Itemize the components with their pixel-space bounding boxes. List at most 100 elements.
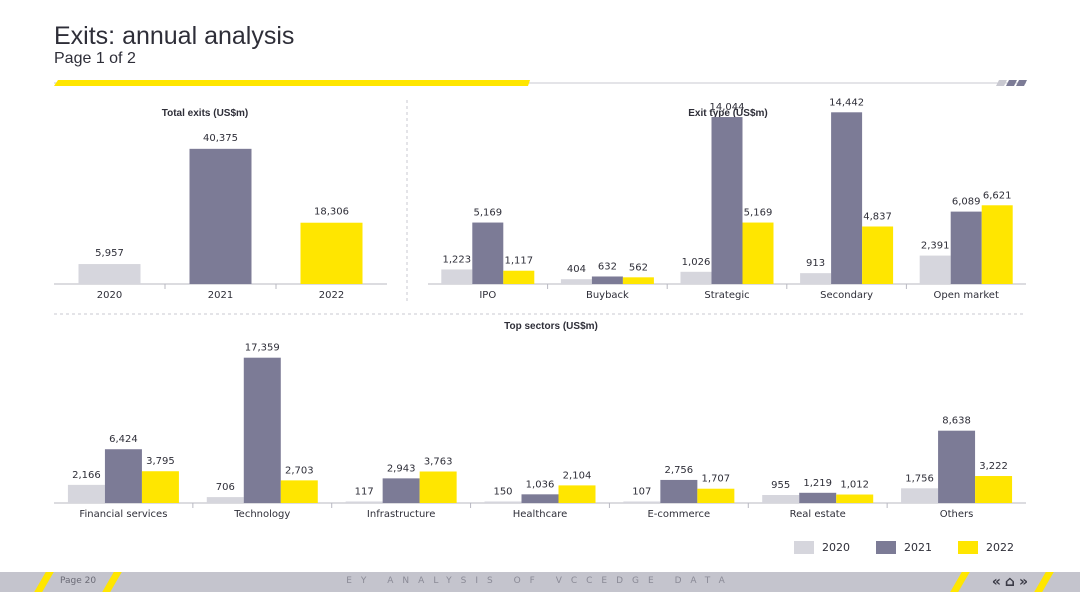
bar-sectors-others-2020 xyxy=(901,488,939,503)
legend-label-2022: 2022 xyxy=(986,541,1014,554)
value-label-sectors-others-2021: 8,638 xyxy=(942,416,971,427)
bar-total-2021 xyxy=(189,148,252,284)
legend-swatch-2022 xyxy=(958,541,978,554)
value-label-sectors-e-commerce-2022: 1,707 xyxy=(702,474,731,485)
footer-source: EY ANALYSIS OF VCCEDGE DATA xyxy=(346,576,734,586)
value-label-sectors-technology-2021: 17,359 xyxy=(245,343,280,354)
bar-exit-type-secondary-2020 xyxy=(800,273,832,284)
chart-title-sectors: Top sectors (US$m) xyxy=(504,321,598,332)
category-label-sectors-financial-services: Financial services xyxy=(79,509,167,520)
bar-sectors-e-commerce-2021 xyxy=(660,479,698,503)
bar-exit-type-secondary-2021 xyxy=(831,112,863,285)
value-label-sectors-technology-2022: 2,703 xyxy=(285,465,314,476)
value-label-exit-type-ipo-2021: 5,169 xyxy=(473,208,502,219)
prev-page-icon[interactable]: « xyxy=(991,574,1001,590)
value-label-exit-type-open-market-2021: 6,089 xyxy=(952,197,981,208)
legend-swatch-2021 xyxy=(876,541,896,554)
value-label-exit-type-ipo-2020: 1,223 xyxy=(442,254,471,265)
bar-sectors-e-commerce-2022 xyxy=(697,488,735,503)
chart-title-total: Total exits (US$m) xyxy=(162,108,249,119)
bar-exit-type-buyback-2022 xyxy=(622,277,654,284)
category-label-sectors-e-commerce: E-commerce xyxy=(647,509,710,520)
bar-sectors-financial-services-2020 xyxy=(67,484,105,503)
value-label-exit-type-buyback-2020: 404 xyxy=(567,264,586,275)
bar-exit-type-buyback-2021 xyxy=(591,276,623,284)
category-label-exit-type-open-market: Open market xyxy=(934,290,999,301)
header-rule xyxy=(54,80,1027,86)
category-label-total-2020: 2020 xyxy=(97,290,122,301)
chart-total-exits: 5,957 2020 40,375 2021 18,306 2022 xyxy=(54,133,387,301)
category-label-sectors-real-estate: Real estate xyxy=(790,509,846,520)
category-label-sectors-technology: Technology xyxy=(233,509,290,520)
value-label-sectors-others-2020: 1,756 xyxy=(905,473,934,484)
category-label-total-2022: 2022 xyxy=(319,290,344,301)
value-label-sectors-healthcare-2020: 150 xyxy=(493,487,512,498)
legend-item-2022: 2022 xyxy=(958,541,1014,554)
footer-page-number: Page 20 xyxy=(60,576,97,586)
bar-exit-type-secondary-2022 xyxy=(862,226,894,284)
value-label-sectors-healthcare-2021: 1,036 xyxy=(526,479,555,490)
bar-exit-type-ipo-2021 xyxy=(472,222,504,284)
bar-sectors-healthcare-2020 xyxy=(484,501,522,503)
value-label-sectors-healthcare-2022: 2,104 xyxy=(563,470,592,481)
bar-exit-type-open-market-2022 xyxy=(981,205,1013,284)
value-label-exit-type-secondary-2021: 14,442 xyxy=(829,97,864,108)
bar-sectors-infrastructure-2021 xyxy=(382,478,420,503)
value-label-total-2021: 40,375 xyxy=(203,133,238,144)
next-page-icon[interactable]: » xyxy=(1018,574,1028,590)
bar-total-2022 xyxy=(300,222,363,284)
value-label-total-2022: 18,306 xyxy=(314,207,349,218)
legend-item-2021: 2021 xyxy=(876,541,932,554)
home-icon[interactable]: ⌂ xyxy=(1004,574,1015,590)
bar-exit-type-strategic-2022 xyxy=(742,222,774,284)
value-label-sectors-others-2022: 3,222 xyxy=(979,461,1008,472)
bar-sectors-infrastructure-2022 xyxy=(419,471,457,503)
bar-sectors-healthcare-2021 xyxy=(521,494,559,503)
legend: 2020 2021 2022 xyxy=(794,541,1014,554)
value-label-exit-type-strategic-2021: 14,044 xyxy=(710,102,745,113)
bar-exit-type-strategic-2021 xyxy=(711,117,743,285)
value-label-exit-type-secondary-2022: 4,837 xyxy=(863,211,892,222)
value-label-sectors-real-estate-2021: 1,219 xyxy=(803,478,832,489)
bar-sectors-financial-services-2021 xyxy=(104,449,142,503)
value-label-exit-type-open-market-2022: 6,621 xyxy=(983,190,1012,201)
bar-total-2020 xyxy=(78,264,141,284)
bar-sectors-real-estate-2020 xyxy=(762,495,800,503)
value-label-sectors-infrastructure-2021: 2,943 xyxy=(387,463,416,474)
chart-top-sectors: 2,166 6,424 3,795 Financial services 706 17,3… xyxy=(54,343,1026,520)
category-label-exit-type-strategic: Strategic xyxy=(704,290,749,301)
value-label-total-2020: 5,957 xyxy=(95,248,124,259)
bar-sectors-healthcare-2022 xyxy=(558,485,596,503)
legend-label-2021: 2021 xyxy=(904,541,932,554)
value-label-sectors-e-commerce-2021: 2,756 xyxy=(665,465,694,476)
bar-exit-type-strategic-2020 xyxy=(680,271,712,284)
bar-sectors-real-estate-2022 xyxy=(836,494,874,503)
bar-exit-type-open-market-2021 xyxy=(950,211,982,284)
bar-sectors-others-2022 xyxy=(975,476,1013,503)
category-label-total-2021: 2021 xyxy=(208,290,233,301)
value-label-exit-type-secondary-2020: 913 xyxy=(806,258,825,269)
value-label-sectors-financial-services-2020: 2,166 xyxy=(72,470,101,481)
charts-canvas: Total exits (US$m) Exit type (US$m) Top … xyxy=(54,97,1026,520)
legend-label-2020: 2020 xyxy=(822,541,850,554)
value-label-sectors-financial-services-2022: 3,795 xyxy=(146,456,175,467)
bar-sectors-others-2021 xyxy=(938,430,976,503)
bar-exit-type-buyback-2020 xyxy=(560,279,592,284)
value-label-sectors-financial-services-2021: 6,424 xyxy=(109,434,138,445)
value-label-sectors-e-commerce-2020: 107 xyxy=(632,487,651,498)
bar-sectors-technology-2020 xyxy=(206,497,244,503)
bar-exit-type-open-market-2020 xyxy=(919,255,951,284)
category-label-exit-type-secondary: Secondary xyxy=(820,290,873,301)
category-label-sectors-healthcare: Healthcare xyxy=(513,509,568,520)
bar-sectors-technology-2022 xyxy=(280,480,318,503)
value-label-exit-type-strategic-2022: 5,169 xyxy=(744,208,773,219)
chart-title-exit-type: Exit type (US$m) xyxy=(688,108,767,119)
bar-sectors-infrastructure-2020 xyxy=(345,501,383,503)
value-label-exit-type-ipo-2022: 1,117 xyxy=(504,256,533,267)
value-label-sectors-technology-2020: 706 xyxy=(216,482,235,493)
chart-exit-type: 1,223 5,169 1,117 IPO 404 632 562 Buyback 1,026 1… xyxy=(428,97,1026,301)
value-label-sectors-real-estate-2020: 955 xyxy=(771,480,790,491)
category-label-sectors-others: Others xyxy=(940,509,974,520)
value-label-exit-type-strategic-2020: 1,026 xyxy=(682,257,711,268)
value-label-exit-type-buyback-2021: 632 xyxy=(598,261,617,272)
